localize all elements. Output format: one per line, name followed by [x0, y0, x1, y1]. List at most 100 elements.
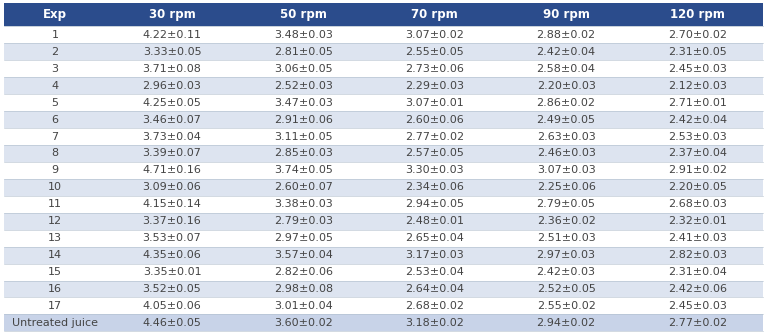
Bar — [500, 94, 632, 111]
Text: 3.39±0.07: 3.39±0.07 — [143, 148, 202, 158]
Bar — [632, 314, 763, 331]
Bar — [369, 145, 500, 162]
Bar — [632, 246, 763, 264]
Bar — [500, 298, 632, 314]
Bar — [238, 94, 369, 111]
Bar — [107, 246, 238, 264]
Text: 2.98±0.08: 2.98±0.08 — [274, 284, 333, 294]
Bar — [107, 77, 238, 94]
Text: 3.47±0.03: 3.47±0.03 — [274, 98, 333, 108]
Bar — [632, 179, 763, 196]
Text: 12: 12 — [48, 216, 62, 226]
Bar — [107, 230, 238, 246]
Bar — [632, 281, 763, 298]
Text: 2.36±0.02: 2.36±0.02 — [537, 216, 595, 226]
Text: 4.35±0.06: 4.35±0.06 — [143, 250, 202, 260]
Bar — [107, 213, 238, 230]
Bar — [500, 3, 632, 26]
Text: 2.79±0.05: 2.79±0.05 — [537, 199, 596, 209]
Text: 3.11±0.05: 3.11±0.05 — [274, 132, 333, 142]
Bar — [500, 26, 632, 43]
Bar — [107, 128, 238, 145]
Bar — [238, 145, 369, 162]
Bar — [4, 298, 107, 314]
Bar — [238, 196, 369, 213]
Text: 7: 7 — [51, 132, 58, 142]
Text: 70 rpm: 70 rpm — [411, 8, 458, 21]
Text: 3.18±0.02: 3.18±0.02 — [405, 318, 464, 328]
Text: 2.71±0.01: 2.71±0.01 — [668, 98, 727, 108]
Text: 10: 10 — [48, 182, 62, 192]
Text: 30 rpm: 30 rpm — [149, 8, 196, 21]
Bar — [632, 298, 763, 314]
Bar — [238, 128, 369, 145]
Bar — [632, 264, 763, 281]
Text: 2: 2 — [51, 47, 58, 57]
Bar — [238, 281, 369, 298]
Text: 2.42±0.04: 2.42±0.04 — [668, 115, 727, 125]
Text: 3.71±0.08: 3.71±0.08 — [143, 64, 202, 74]
Bar — [500, 60, 632, 77]
Bar — [238, 230, 369, 246]
Text: 2.53±0.04: 2.53±0.04 — [405, 267, 464, 277]
Text: 3.33±0.05: 3.33±0.05 — [143, 47, 202, 57]
Bar — [4, 264, 107, 281]
Text: 90 rpm: 90 rpm — [543, 8, 590, 21]
Text: 2.31±0.04: 2.31±0.04 — [668, 267, 727, 277]
Bar — [4, 314, 107, 331]
Bar — [369, 26, 500, 43]
Text: 4.25±0.05: 4.25±0.05 — [143, 98, 202, 108]
Text: 2.94±0.02: 2.94±0.02 — [537, 318, 596, 328]
Bar — [4, 26, 107, 43]
Bar — [238, 43, 369, 60]
Bar — [107, 281, 238, 298]
Text: 3.09±0.06: 3.09±0.06 — [143, 182, 202, 192]
Bar — [632, 128, 763, 145]
Text: 11: 11 — [48, 199, 62, 209]
Bar — [4, 145, 107, 162]
Text: 2.68±0.03: 2.68±0.03 — [668, 199, 727, 209]
Bar — [632, 145, 763, 162]
Text: 3: 3 — [51, 64, 58, 74]
Bar — [107, 314, 238, 331]
Bar — [369, 298, 500, 314]
Bar — [107, 94, 238, 111]
Bar — [107, 145, 238, 162]
Text: 6: 6 — [51, 115, 58, 125]
Text: 2.53±0.03: 2.53±0.03 — [668, 132, 727, 142]
Bar — [4, 43, 107, 60]
Bar — [4, 162, 107, 179]
Text: 3.07±0.03: 3.07±0.03 — [537, 165, 595, 175]
Bar — [369, 128, 500, 145]
Bar — [4, 179, 107, 196]
Bar — [238, 60, 369, 77]
Bar — [238, 3, 369, 26]
Text: 8: 8 — [51, 148, 58, 158]
Text: 2.49±0.05: 2.49±0.05 — [537, 115, 596, 125]
Bar — [632, 111, 763, 128]
Text: 3.35±0.01: 3.35±0.01 — [143, 267, 202, 277]
Text: 2.68±0.02: 2.68±0.02 — [405, 301, 464, 311]
Bar — [369, 43, 500, 60]
Bar — [632, 230, 763, 246]
Bar — [632, 77, 763, 94]
Bar — [4, 281, 107, 298]
Text: 2.82±0.06: 2.82±0.06 — [274, 267, 333, 277]
Bar — [632, 3, 763, 26]
Bar — [107, 111, 238, 128]
Text: 2.77±0.02: 2.77±0.02 — [405, 132, 464, 142]
Bar — [4, 60, 107, 77]
Bar — [107, 26, 238, 43]
Text: 2.41±0.03: 2.41±0.03 — [668, 233, 727, 243]
Text: 2.37±0.04: 2.37±0.04 — [668, 148, 727, 158]
Text: Untreated juice: Untreated juice — [12, 318, 98, 328]
Bar — [238, 162, 369, 179]
Bar — [632, 196, 763, 213]
Text: 2.31±0.05: 2.31±0.05 — [668, 47, 727, 57]
Text: 2.91±0.06: 2.91±0.06 — [274, 115, 333, 125]
Text: 2.77±0.02: 2.77±0.02 — [668, 318, 727, 328]
Text: 2.45±0.03: 2.45±0.03 — [668, 64, 727, 74]
Text: 2.48±0.01: 2.48±0.01 — [405, 216, 464, 226]
Bar — [632, 60, 763, 77]
Text: 2.46±0.03: 2.46±0.03 — [537, 148, 595, 158]
